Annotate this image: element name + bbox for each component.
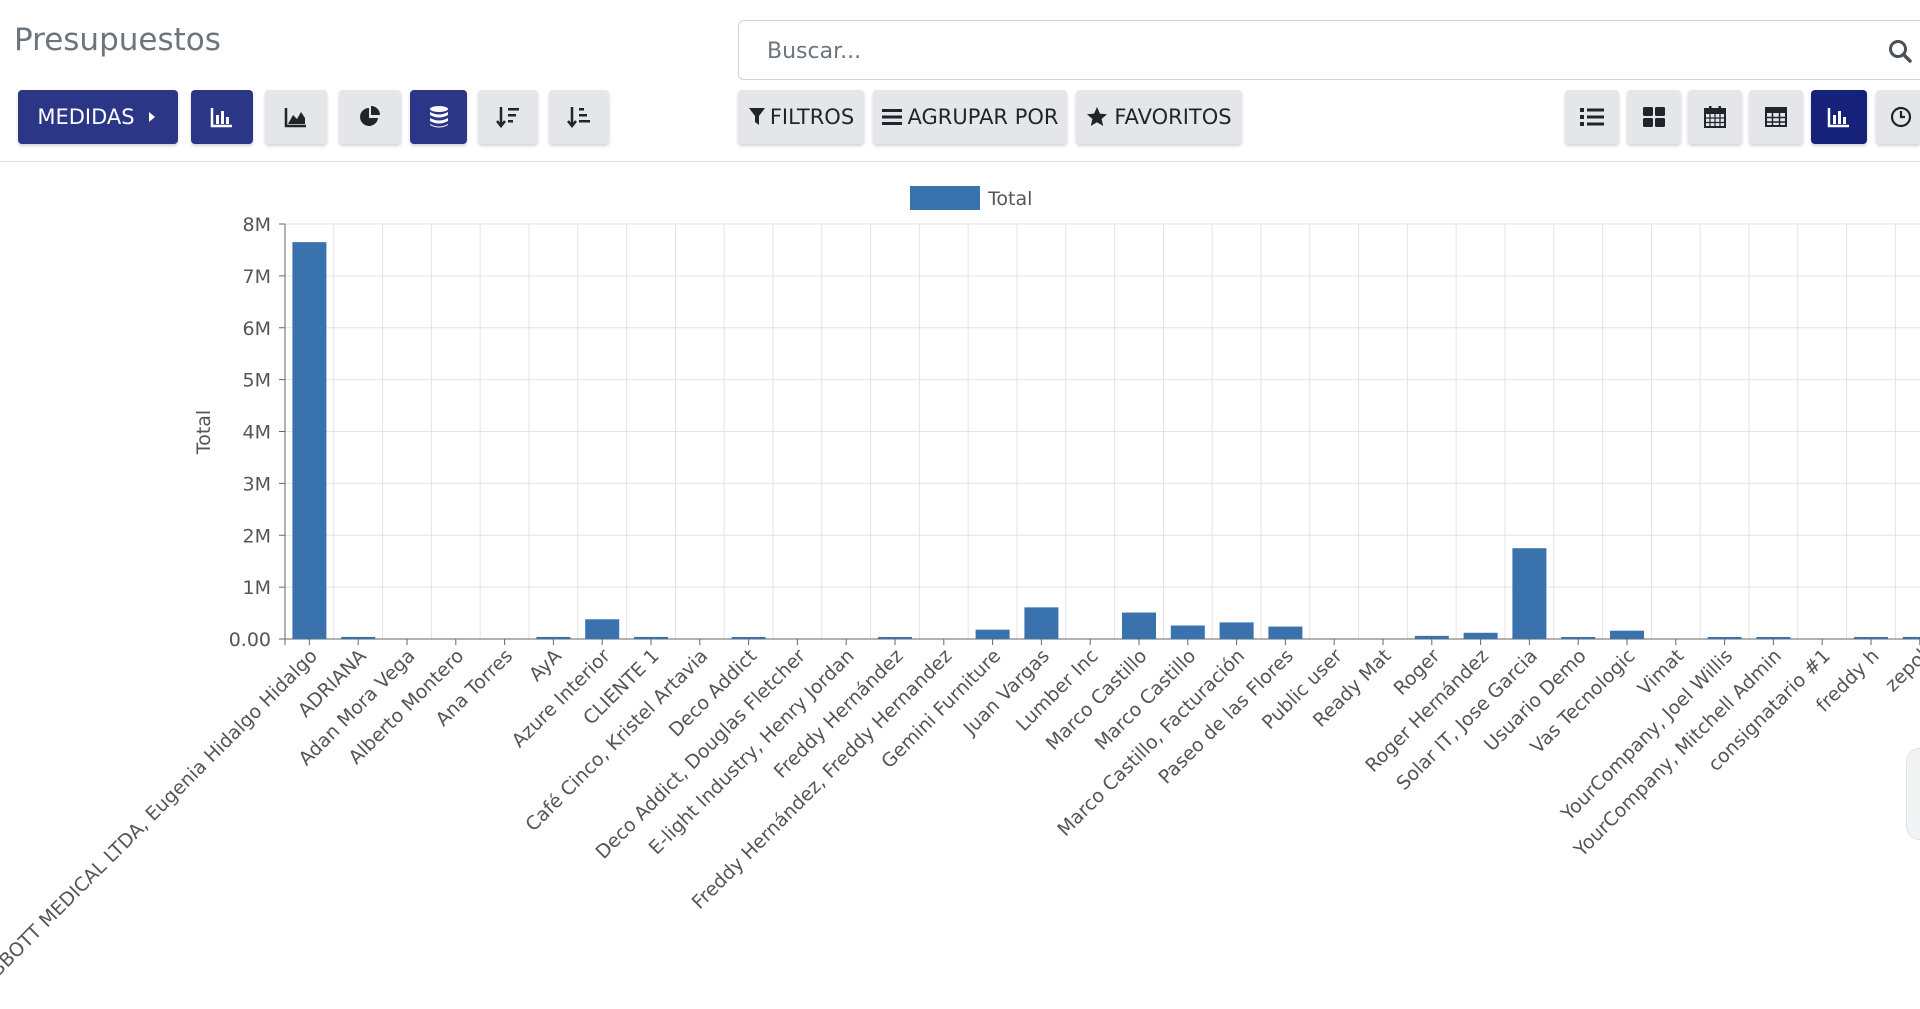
bar: [1463, 632, 1498, 639]
x-tick-label: ABBOTT MEDICAL LTDA, Eugenia Hidalgo Hid…: [0, 645, 322, 990]
y-tick-label: 8M: [243, 214, 271, 236]
graph-icon: [1827, 108, 1849, 128]
legend-item: Total: [987, 188, 1032, 210]
sort-amount-desc-icon: [496, 107, 519, 129]
control-panel-divider: [0, 161, 1920, 162]
measures-button[interactable]: MEDIDAS: [18, 90, 178, 144]
filters-label: FILTROS: [769, 105, 855, 129]
bar: [536, 636, 571, 639]
bar: [1024, 607, 1059, 639]
y-tick-label: 5M: [243, 370, 271, 392]
bar: [292, 242, 327, 639]
bar: [1170, 625, 1205, 639]
area-chart-icon: [284, 108, 306, 128]
bar: [341, 636, 376, 639]
bar-chart-button[interactable]: [191, 90, 253, 144]
search-input[interactable]: [765, 31, 1769, 71]
search-box: [738, 20, 1920, 80]
group-by-label: AGRUPAR POR: [907, 105, 1059, 129]
bar: [1414, 635, 1449, 639]
bar: [1122, 612, 1156, 639]
y-tick-label: 7M: [243, 266, 271, 288]
y-tick-label: 1M: [243, 577, 271, 599]
favorites-label: FAVORITOS: [1114, 105, 1232, 129]
group-by-button[interactable]: AGRUPAR POR: [873, 90, 1067, 144]
kanban-view-button[interactable]: [1627, 90, 1681, 144]
bar: [1902, 636, 1920, 639]
kanban-icon: [1643, 107, 1665, 127]
measures-label: MEDIDAS: [37, 105, 135, 129]
line-chart-button[interactable]: [265, 90, 327, 144]
y-tick-label: 6M: [243, 318, 271, 340]
bar: [634, 636, 668, 639]
list-view-button[interactable]: [1565, 90, 1619, 144]
bar-chart: 0.00 1M 2M 3M 4M 5M 6M 7M 8M Total Total ABBOTT MED…: [0, 186, 1920, 990]
bar: [585, 619, 620, 639]
y-tick-label: 3M: [243, 473, 271, 495]
sort-descending-button[interactable]: [478, 90, 538, 144]
pivot-view-button[interactable]: [1749, 90, 1803, 144]
filter-icon: [748, 108, 765, 125]
sort-ascending-button[interactable]: [549, 90, 609, 144]
database-icon: [429, 106, 448, 128]
bar-chart-icon: [210, 108, 232, 128]
bar: [1854, 637, 1888, 639]
list-icon: [1580, 108, 1604, 126]
legend-swatch: [910, 186, 980, 210]
filters-button[interactable]: FILTROS: [738, 90, 864, 144]
bar: [1610, 630, 1644, 639]
y-tick-label: 4M: [243, 422, 271, 444]
bar: [975, 629, 1010, 639]
stacked-button[interactable]: [410, 90, 467, 144]
calendar-view-button[interactable]: [1688, 90, 1742, 144]
pie-chart-button[interactable]: [339, 90, 401, 144]
x-tick-label: AyA: [525, 645, 566, 686]
bar: [1756, 637, 1791, 639]
page-title: Presupuestos: [14, 22, 221, 58]
star-icon: [1087, 107, 1108, 126]
activity-icon: [1890, 106, 1912, 128]
bars-icon: [881, 109, 902, 125]
search-icon[interactable]: [1887, 38, 1913, 64]
bar: [731, 637, 766, 639]
activity-view-button[interactable]: [1876, 90, 1920, 144]
bar: [1707, 637, 1742, 639]
y-tick-label: 0.00: [229, 629, 271, 651]
bar: [1268, 626, 1303, 639]
graph-view-button[interactable]: [1811, 90, 1867, 144]
y-axis-title: Total: [193, 410, 215, 455]
y-tick-label: 2M: [243, 525, 271, 547]
bar: [1219, 622, 1254, 639]
bar: [878, 637, 912, 639]
bar: [1512, 548, 1547, 639]
caret-right-icon: [148, 112, 155, 122]
bar: [1561, 637, 1596, 639]
side-panel-handle[interactable]: [1906, 748, 1920, 840]
sort-amount-asc-icon: [567, 107, 590, 129]
x-tick-label: zepol: [1881, 645, 1920, 696]
pie-chart-icon: [360, 106, 380, 126]
pivot-icon: [1765, 107, 1787, 127]
calendar-icon: [1704, 106, 1726, 128]
favorites-button[interactable]: FAVORITOS: [1076, 90, 1242, 144]
